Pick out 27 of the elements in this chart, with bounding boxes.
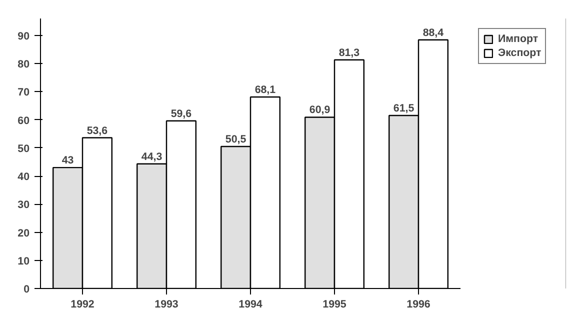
y-tick-label: 50 bbox=[18, 142, 30, 155]
x-tick-label: 1995 bbox=[322, 298, 346, 310]
y-tick-label: 0 bbox=[24, 284, 30, 296]
legend-label: Экспорт bbox=[498, 47, 542, 59]
x-tick-label: 1994 bbox=[238, 298, 262, 310]
y-tick-label: 90 bbox=[18, 30, 30, 42]
x-tick-label: 1992 bbox=[70, 298, 94, 310]
data-label: 60,9 bbox=[309, 104, 330, 116]
y-tick-label: 70 bbox=[18, 86, 30, 99]
y-tick-label: 20 bbox=[18, 227, 30, 240]
y-tick-label: 80 bbox=[18, 58, 30, 70]
y-tick-label: 60 bbox=[18, 114, 30, 127]
x-tick-label: 1993 bbox=[154, 298, 178, 310]
data-label: 50,5 bbox=[225, 133, 246, 146]
data-label: 68,1 bbox=[254, 84, 276, 96]
data-label: 61,5 bbox=[393, 102, 414, 115]
x-tick-label: 1996 bbox=[406, 298, 430, 310]
y-tick-label: 30 bbox=[18, 199, 30, 212]
data-label: 53,6 bbox=[86, 124, 108, 137]
data-label: 88,4 bbox=[422, 26, 444, 39]
data-label: 59,6 bbox=[170, 108, 192, 120]
legend-label: Импорт bbox=[498, 33, 538, 45]
data-label: 81,3 bbox=[338, 46, 360, 59]
data-label: 43 bbox=[62, 154, 74, 167]
y-tick-label: 40 bbox=[18, 171, 30, 183]
y-tick-label: 10 bbox=[18, 255, 30, 268]
data-label: 44,3 bbox=[141, 150, 162, 163]
